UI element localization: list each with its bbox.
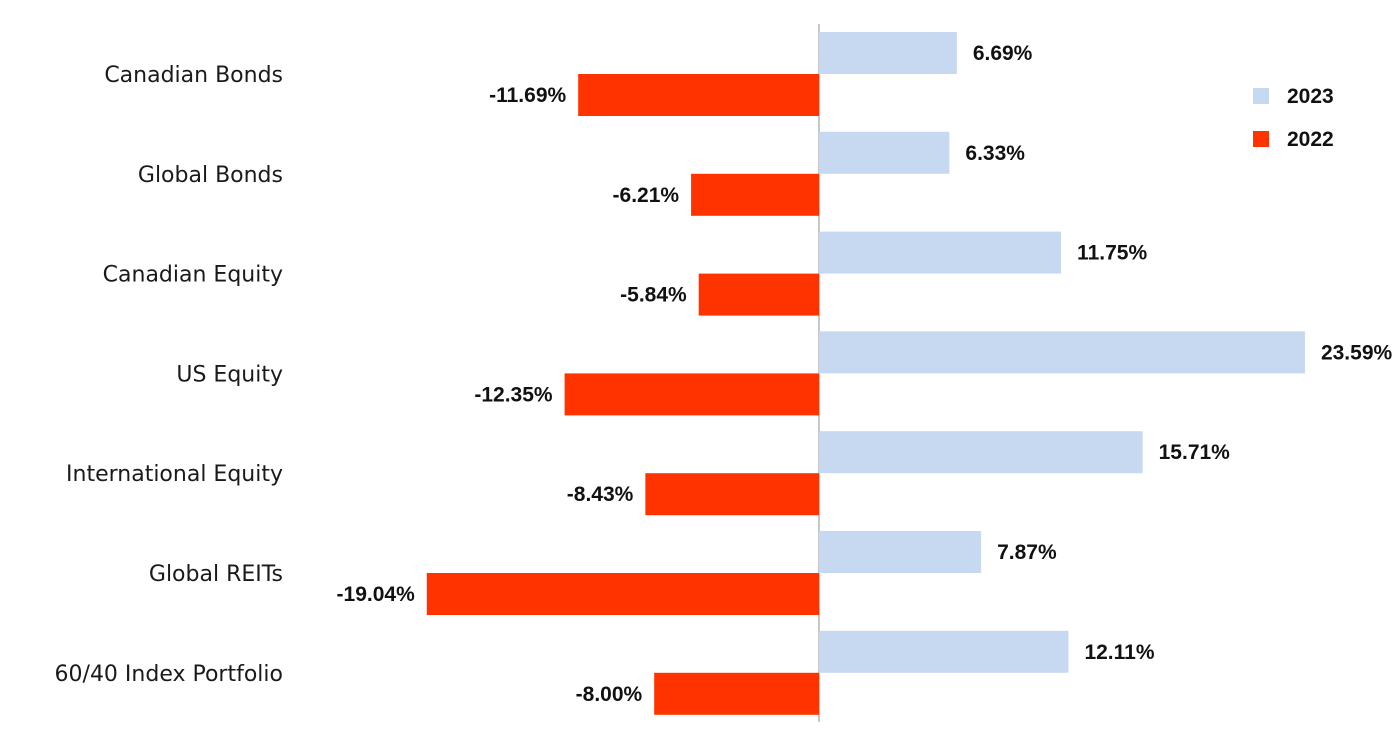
value-label-2022-60-40-index-portfolio: -8.00% xyxy=(576,683,643,706)
bar-2022-canadian-equity xyxy=(698,273,819,316)
legend-swatch-2023 xyxy=(1253,88,1269,104)
value-label-2023-global-reits: 7.87% xyxy=(997,541,1057,564)
legend-label-2023: 2023 xyxy=(1287,85,1334,108)
value-label-2022-canadian-bonds: -11.69% xyxy=(489,84,566,107)
value-label-2023-us-equity: 23.59% xyxy=(1321,341,1393,364)
bar-2023-canadian-equity xyxy=(819,231,1062,274)
value-label-2023-60-40-index-portfolio: 12.11% xyxy=(1084,641,1154,664)
value-labels: 6.69% -11.69% 6.33% -6.21% 11.75% -5.84% 23.59… xyxy=(337,42,1393,706)
value-label-2022-global-bonds: -6.21% xyxy=(613,184,680,207)
value-label-2022-international-equity: -8.43% xyxy=(567,483,634,506)
bar-2022-canadian-bonds xyxy=(578,74,819,116)
value-label-2023-international-equity: 15.71% xyxy=(1159,441,1231,464)
value-label-2022-canadian-equity: -5.84% xyxy=(620,284,687,307)
category-label-global-bonds: Global Bonds xyxy=(138,163,283,188)
category-label-canadian-equity: Canadian Equity xyxy=(103,263,283,288)
category-label-international-equity: International Equity xyxy=(66,462,283,487)
value-label-2023-canadian-equity: 11.75% xyxy=(1077,242,1147,265)
value-label-2022-us-equity: -12.35% xyxy=(474,383,553,406)
bars-group xyxy=(426,32,1305,715)
category-label-us-equity: US Equity xyxy=(176,362,283,387)
category-label-global-reits: Global REITs xyxy=(149,562,283,587)
bar-2022-us-equity xyxy=(564,373,819,416)
legend-swatch-2022 xyxy=(1253,131,1269,147)
legend: 2023 2022 xyxy=(1253,85,1334,151)
bar-2022-international-equity xyxy=(645,473,819,516)
bar-2023-60-40-index-portfolio xyxy=(819,630,1069,673)
bar-2023-us-equity xyxy=(819,331,1305,374)
legend-label-2022: 2022 xyxy=(1287,128,1334,151)
value-label-2023-canadian-bonds: 6.69% xyxy=(973,42,1033,65)
value-label-2023-global-bonds: 6.33% xyxy=(965,142,1025,165)
bar-2022-global-bonds xyxy=(691,173,819,216)
bar-2023-global-reits xyxy=(819,531,982,573)
category-labels: Canadian Bonds Global Bonds Canadian Equit… xyxy=(55,63,283,687)
bar-2023-global-bonds xyxy=(819,131,950,174)
bar-2023-canadian-bonds xyxy=(819,32,957,74)
value-label-2022-global-reits: -19.04% xyxy=(337,583,416,606)
bar-2022-60-40-index-portfolio xyxy=(654,672,819,715)
bar-2023-international-equity xyxy=(819,431,1143,474)
category-label-60-40-index-portfolio: 60/40 Index Portfolio xyxy=(55,662,283,687)
category-label-canadian-bonds: Canadian Bonds xyxy=(104,63,283,88)
bar-2022-global-reits xyxy=(426,573,819,615)
